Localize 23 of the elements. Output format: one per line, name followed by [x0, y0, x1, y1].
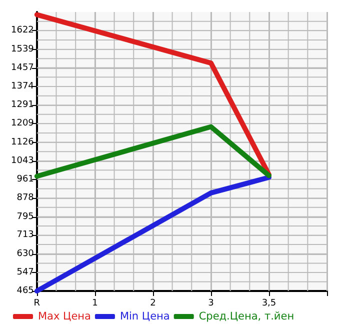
y-tick-label: 878 — [16, 193, 34, 204]
legend-label: Min Цена — [120, 310, 170, 322]
y-tick-label: 1374 — [11, 81, 34, 92]
y-tick-label: 1126 — [11, 137, 34, 148]
legend-label: Max Цена — [38, 310, 91, 322]
y-tick-label: 1457 — [11, 62, 34, 73]
y-tick-label: 961 — [16, 174, 34, 184]
x-tick-label: 2 — [150, 298, 156, 308]
x-tick-label: 3 — [208, 298, 214, 308]
x-tick-label: R — [34, 298, 40, 308]
y-tick-label: 1043 — [11, 156, 34, 166]
y-tick-label: 713 — [16, 230, 34, 240]
y-tick-label: 1291 — [11, 100, 34, 110]
y-tick-label: 630 — [16, 248, 34, 259]
x-tick-label: 3,5 — [262, 298, 276, 308]
y-tick-label: 465 — [16, 286, 34, 296]
y-tick-label: 1622 — [11, 26, 34, 36]
x-tick-label: 1 — [92, 298, 98, 308]
y-tick-label: 1209 — [11, 118, 34, 129]
legend-label: Сред.Цена, т.йен — [198, 310, 294, 322]
y-tick-label: 547 — [16, 268, 34, 278]
y-tick-label: 795 — [16, 212, 34, 222]
y-tick-label: 1539 — [11, 44, 34, 54]
